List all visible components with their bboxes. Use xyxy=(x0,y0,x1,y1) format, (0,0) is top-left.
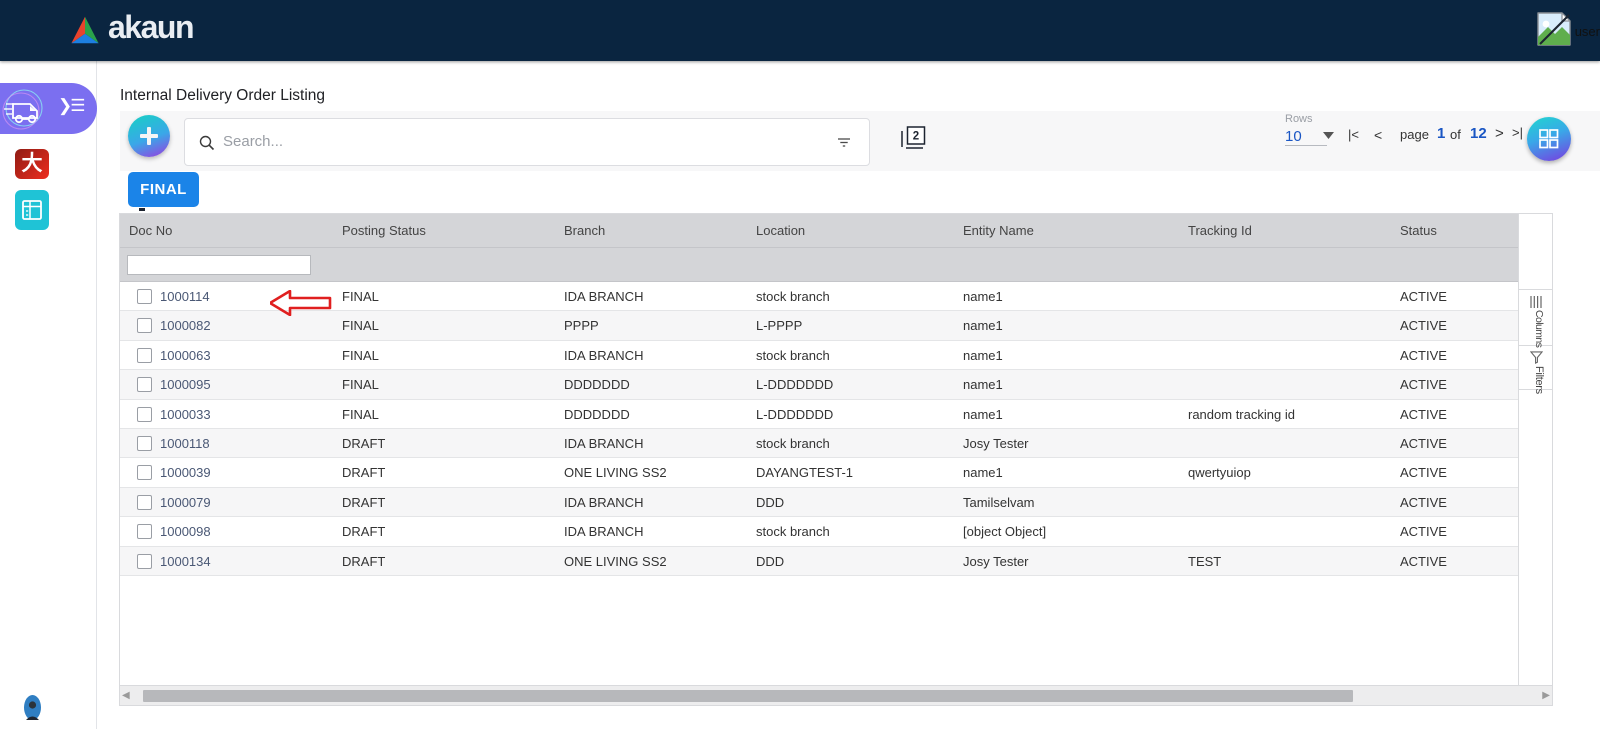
svg-text:2: 2 xyxy=(913,131,919,143)
